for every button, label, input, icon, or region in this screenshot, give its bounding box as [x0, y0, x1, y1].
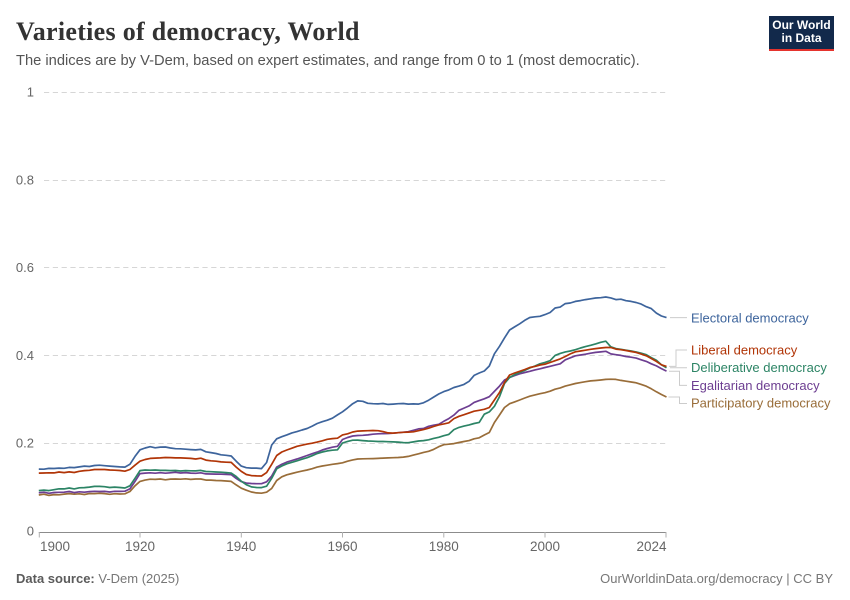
svg-text:Egalitarian democracy: Egalitarian democracy: [691, 378, 820, 393]
svg-text:0: 0: [27, 524, 34, 539]
svg-text:1940: 1940: [226, 539, 256, 554]
svg-text:0.6: 0.6: [16, 260, 34, 275]
svg-text:0.2: 0.2: [16, 436, 34, 451]
svg-text:Liberal democracy: Liberal democracy: [691, 343, 798, 358]
svg-text:1980: 1980: [429, 539, 459, 554]
svg-text:0.4: 0.4: [16, 348, 34, 363]
svg-text:Electoral democracy: Electoral democracy: [691, 310, 809, 325]
svg-text:1960: 1960: [327, 539, 357, 554]
svg-text:Participatory democracy: Participatory democracy: [691, 395, 831, 410]
svg-text:1: 1: [27, 85, 34, 100]
svg-text:Deliberative democracy: Deliberative democracy: [691, 360, 827, 375]
svg-text:2000: 2000: [530, 539, 560, 554]
svg-text:2024: 2024: [636, 539, 667, 554]
svg-text:1900: 1900: [40, 539, 70, 554]
svg-text:1920: 1920: [125, 539, 155, 554]
svg-text:0.8: 0.8: [16, 172, 34, 187]
